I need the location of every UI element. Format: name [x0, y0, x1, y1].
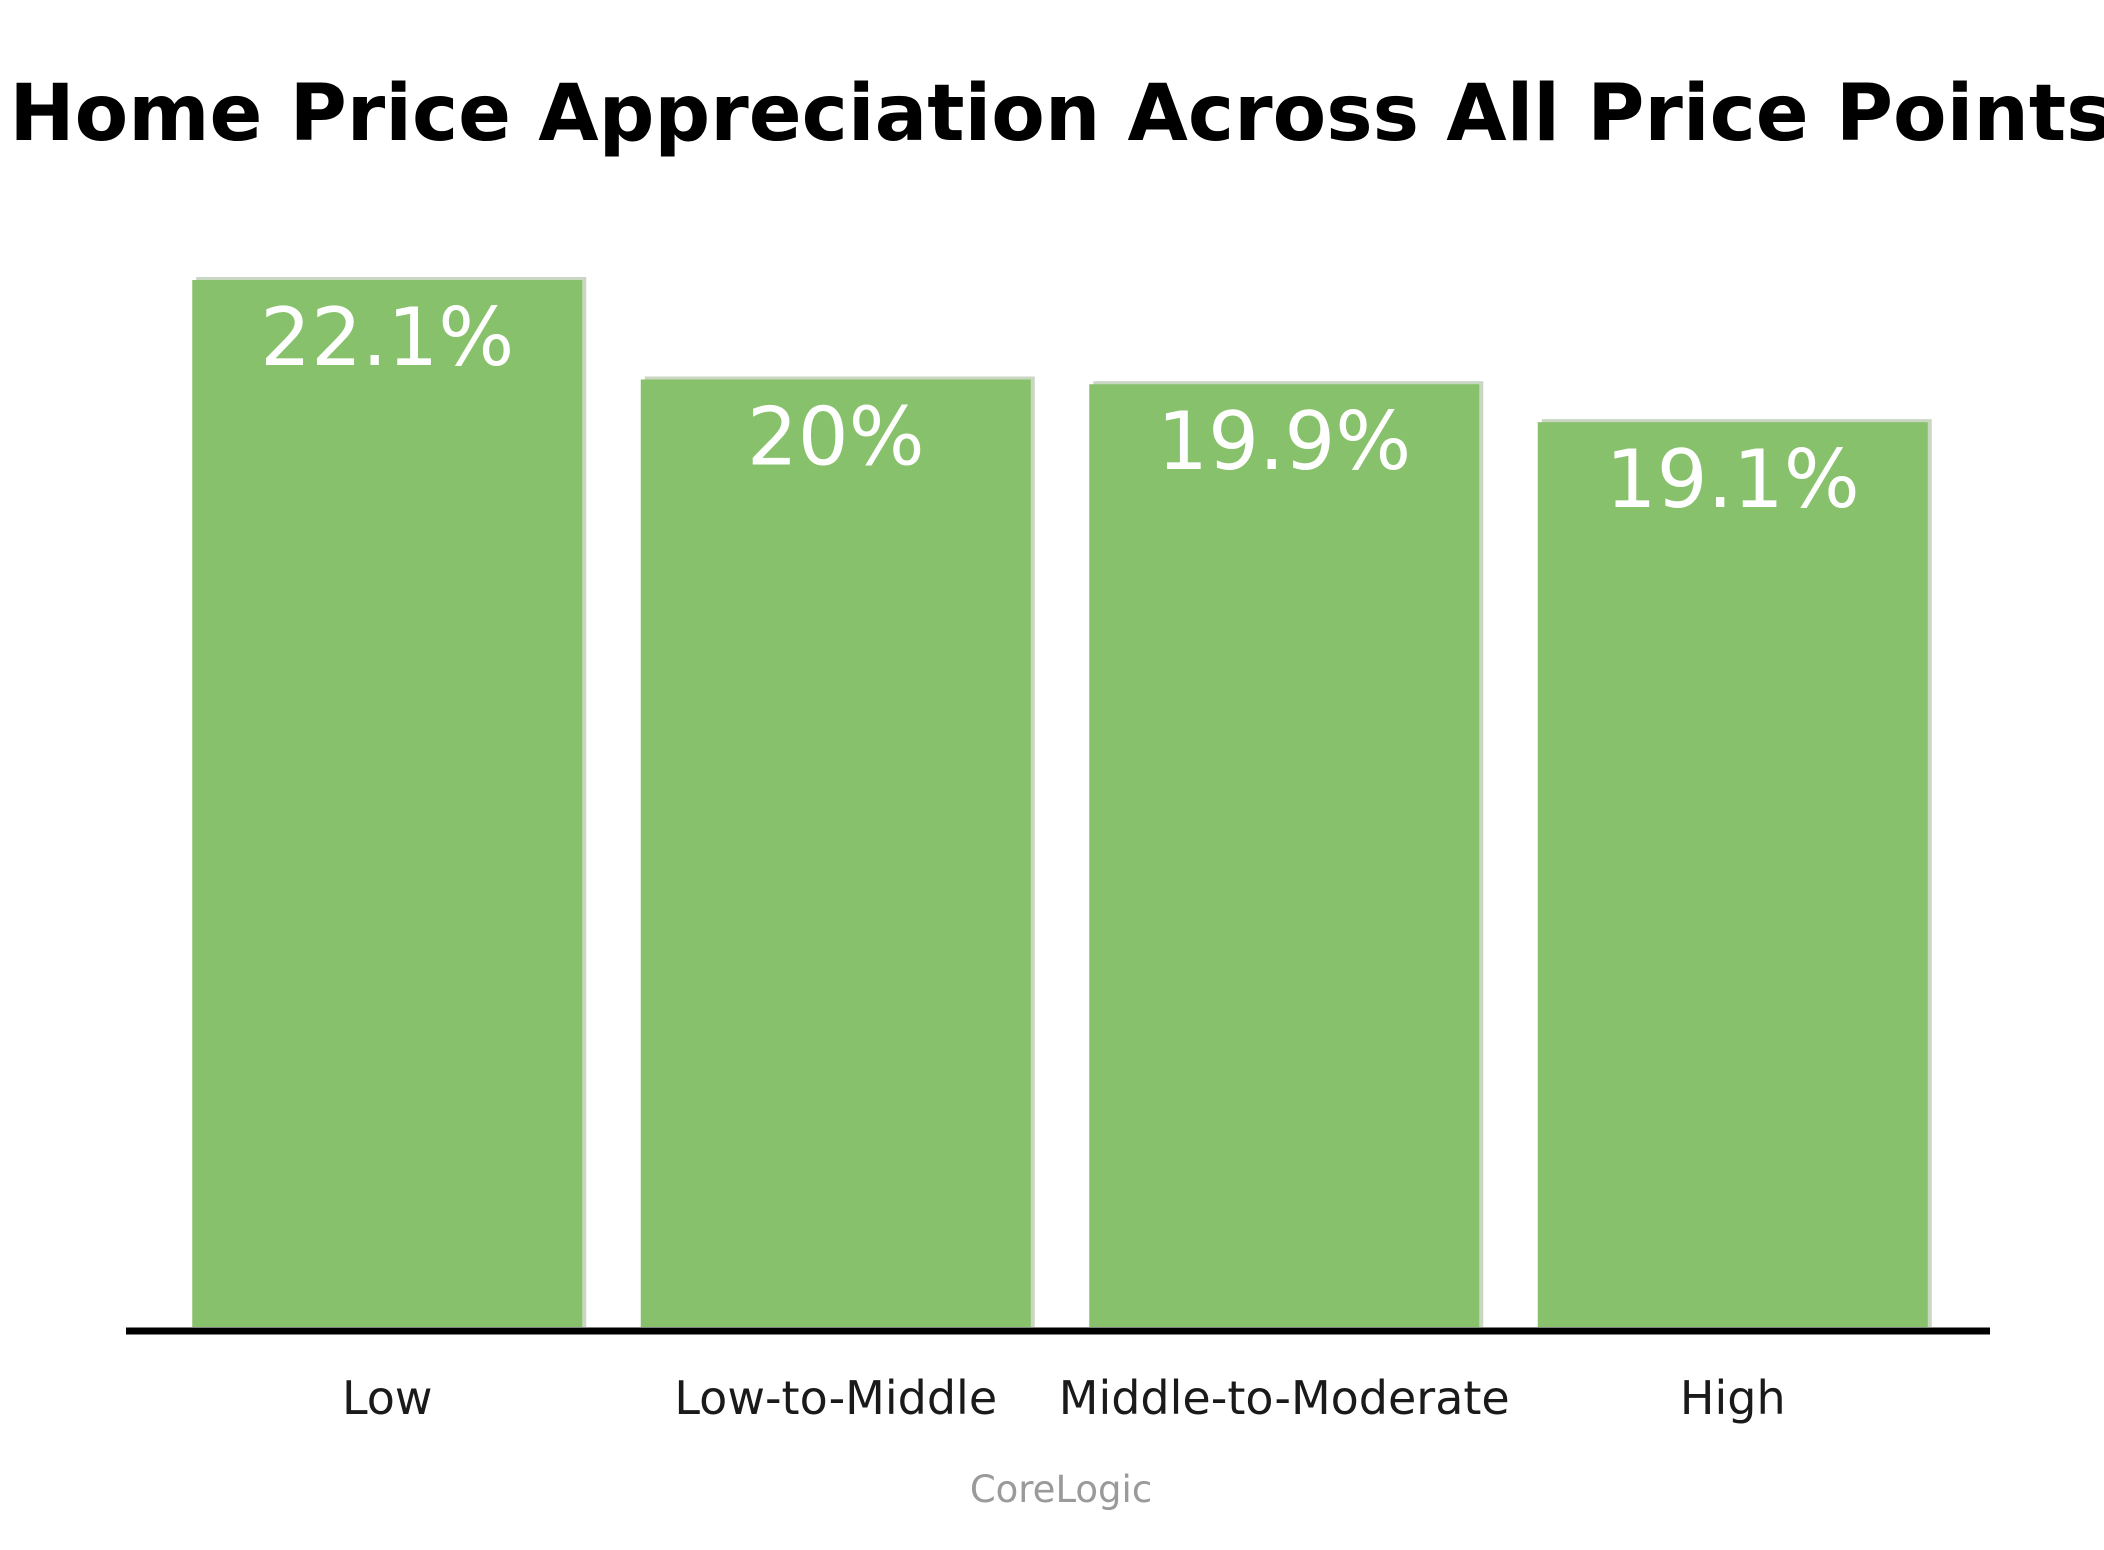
- bars-group: 22.1% 20% 19.9% 19.1%: [192, 277, 1932, 1328]
- bar: [1537, 422, 1928, 1327]
- data-label: 19.1%: [1606, 433, 1860, 526]
- bar: [192, 280, 583, 1327]
- x-axis-ticks: Low Low-to-Middle Middle-to-Moderate High: [342, 1371, 1786, 1425]
- data-label: 22.1%: [260, 291, 514, 384]
- data-label: 20%: [747, 390, 925, 483]
- bar: [640, 379, 1031, 1328]
- x-tick-label: Middle-to-Moderate: [1059, 1371, 1510, 1425]
- x-tick-label: Low: [342, 1371, 433, 1425]
- x-tick-label: High: [1680, 1371, 1786, 1425]
- chart-title: Home Price Appreciation Across All Price…: [9, 69, 2104, 159]
- data-label: 19.9%: [1157, 395, 1411, 488]
- bar: [1089, 384, 1480, 1327]
- x-tick-label: Low-to-Middle: [674, 1371, 997, 1425]
- source-label: CoreLogic: [970, 1468, 1152, 1511]
